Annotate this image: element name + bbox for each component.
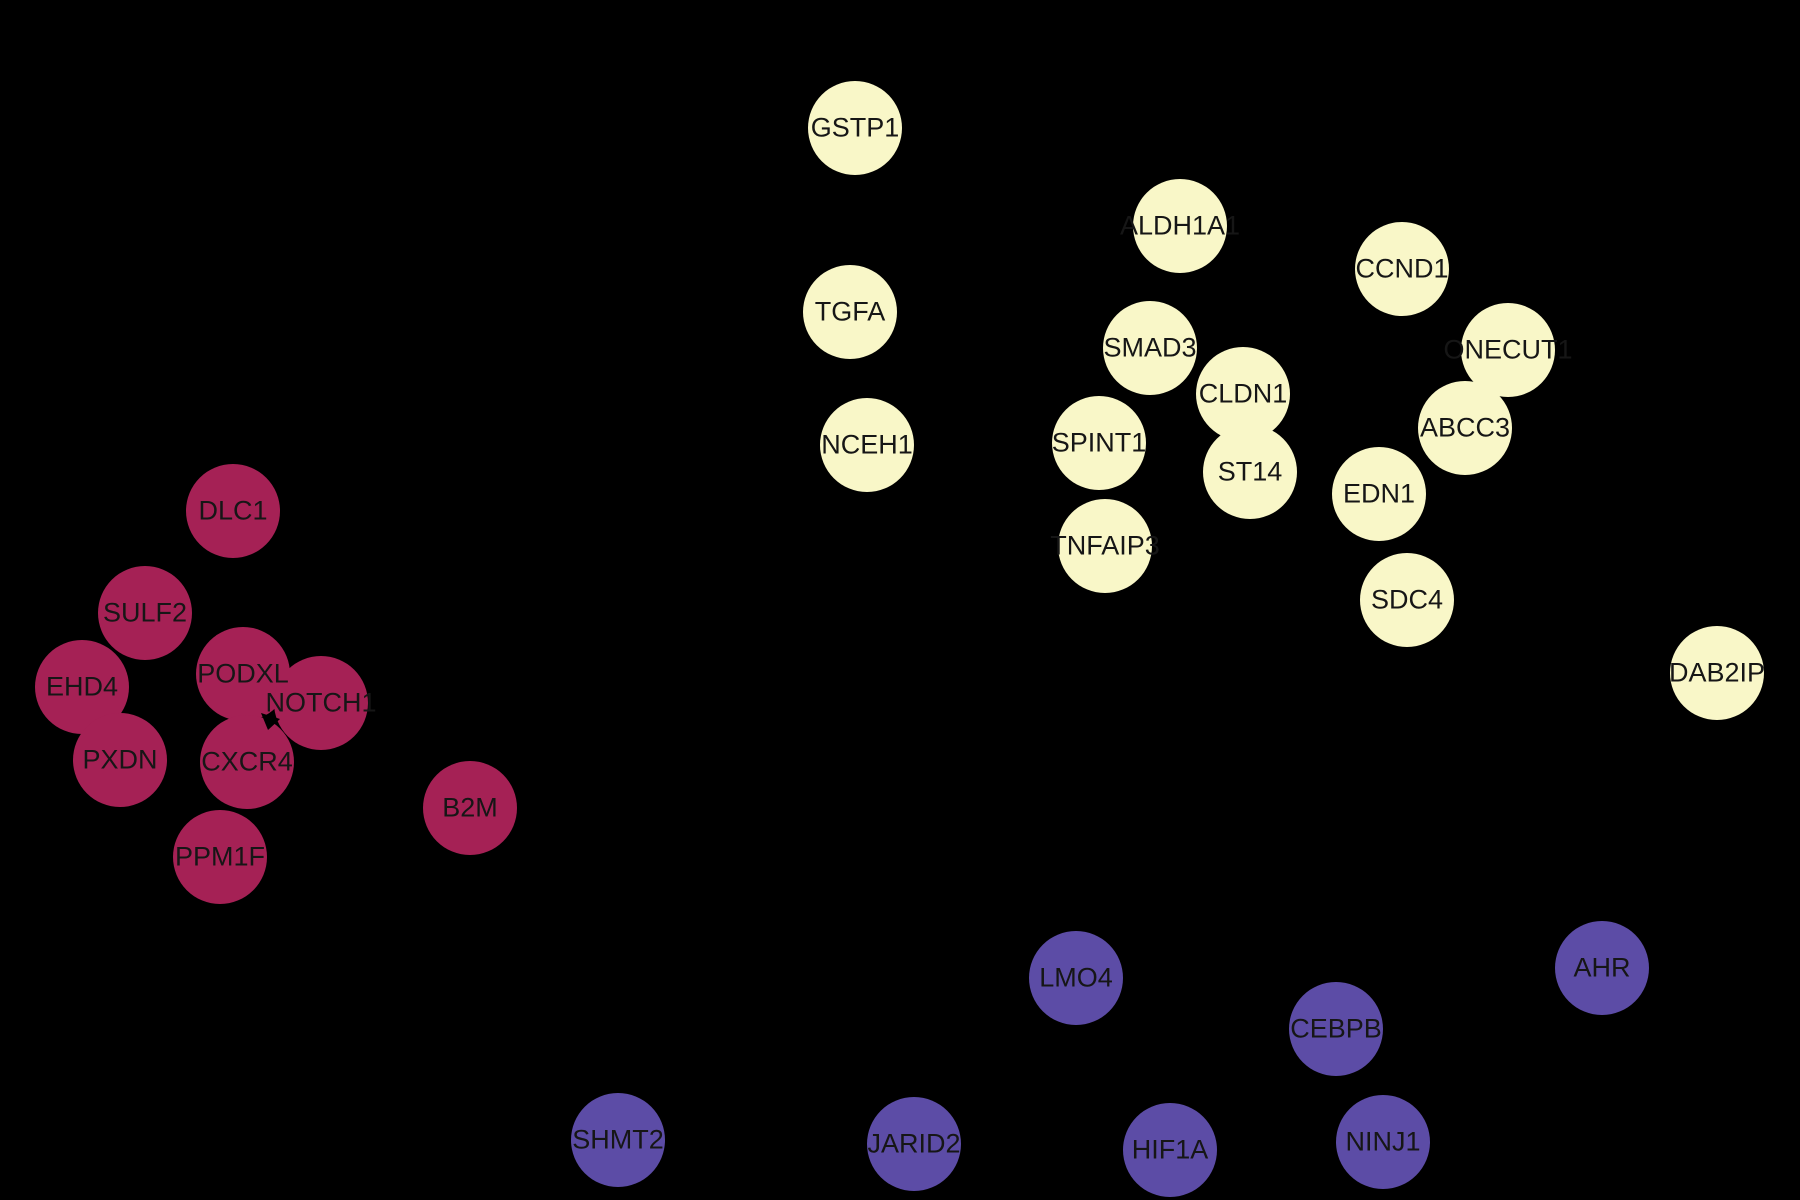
node-CXCR4[interactable]: [200, 715, 294, 809]
node-PXDN[interactable]: [73, 713, 167, 807]
node-TNFAIP3[interactable]: [1058, 499, 1152, 593]
node-label-EHD4: EHD4: [45, 671, 119, 702]
node-label-CLDN1: CLDN1: [1198, 378, 1288, 409]
node-ST14[interactable]: [1203, 425, 1297, 519]
node-label-NOTCH1: NOTCH1: [265, 687, 377, 718]
node-label-CXCR4: CXCR4: [201, 746, 293, 777]
node-label-TGFA: TGFA: [814, 296, 886, 327]
node-label-HIF1A: HIF1A: [1131, 1134, 1209, 1165]
node-B2M[interactable]: [423, 761, 517, 855]
node-label-NCEH1: NCEH1: [821, 429, 913, 460]
node-JARID2[interactable]: [867, 1097, 961, 1191]
node-label-CCND1: CCND1: [1355, 253, 1449, 284]
node-label-JARID2: JARID2: [867, 1128, 961, 1159]
node-label-LMO4: LMO4: [1039, 962, 1113, 993]
node-label-ST14: ST14: [1217, 456, 1283, 487]
node-label-ALDH1A1: ALDH1A1: [1119, 210, 1241, 241]
node-SDC4[interactable]: [1360, 553, 1454, 647]
node-SPINT1[interactable]: [1052, 396, 1146, 490]
node-CCND1[interactable]: [1355, 222, 1449, 316]
node-label-ONECUT1: ONECUT1: [1443, 334, 1573, 365]
node-label-EDN1: EDN1: [1342, 478, 1416, 509]
node-label-AHR: AHR: [1573, 952, 1631, 983]
node-LMO4[interactable]: [1029, 931, 1123, 1025]
edge-arrowhead-icon: [261, 713, 280, 730]
node-label-SMAD3: SMAD3: [1103, 332, 1197, 363]
node-NCEH1[interactable]: [820, 398, 914, 492]
node-label-PPM1F: PPM1F: [174, 841, 266, 872]
node-SMAD3[interactable]: [1103, 301, 1197, 395]
node-label-SDC4: SDC4: [1370, 584, 1444, 615]
node-AHR[interactable]: [1555, 921, 1649, 1015]
node-label-SULF2: SULF2: [102, 597, 188, 628]
node-ONECUT1[interactable]: [1461, 303, 1555, 397]
node-label-GSTP1: GSTP1: [810, 112, 900, 143]
node-PPM1F[interactable]: [173, 810, 267, 904]
node-label-PXDN: PXDN: [82, 744, 158, 775]
node-label-B2M: B2M: [442, 792, 498, 823]
node-label-ABCC3: ABCC3: [1419, 412, 1511, 443]
node-label-PODXL: PODXL: [197, 658, 289, 689]
node-CEBPB[interactable]: [1289, 982, 1383, 1076]
node-NOTCH1[interactable]: [274, 656, 368, 750]
node-label-CEBPB: CEBPB: [1290, 1013, 1382, 1044]
node-DLC1[interactable]: [186, 464, 280, 558]
node-EDN1[interactable]: [1332, 447, 1426, 541]
node-label-DAB2IP: DAB2IP: [1668, 657, 1766, 688]
node-TGFA[interactable]: [803, 265, 897, 359]
node-label-TNFAIP3: TNFAIP3: [1050, 530, 1160, 561]
node-label-NINJ1: NINJ1: [1345, 1126, 1421, 1157]
node-label-SPINT1: SPINT1: [1051, 427, 1147, 458]
node-HIF1A[interactable]: [1123, 1103, 1217, 1197]
node-ALDH1A1[interactable]: [1133, 179, 1227, 273]
node-label-SHMT2: SHMT2: [572, 1124, 664, 1155]
node-NINJ1[interactable]: [1336, 1095, 1430, 1189]
node-SHMT2[interactable]: [571, 1093, 665, 1187]
node-DAB2IP[interactable]: [1670, 626, 1764, 720]
node-label-DLC1: DLC1: [198, 495, 268, 526]
node-SULF2[interactable]: [98, 566, 192, 660]
node-GSTP1[interactable]: [808, 81, 902, 175]
node-ABCC3[interactable]: [1418, 381, 1512, 475]
